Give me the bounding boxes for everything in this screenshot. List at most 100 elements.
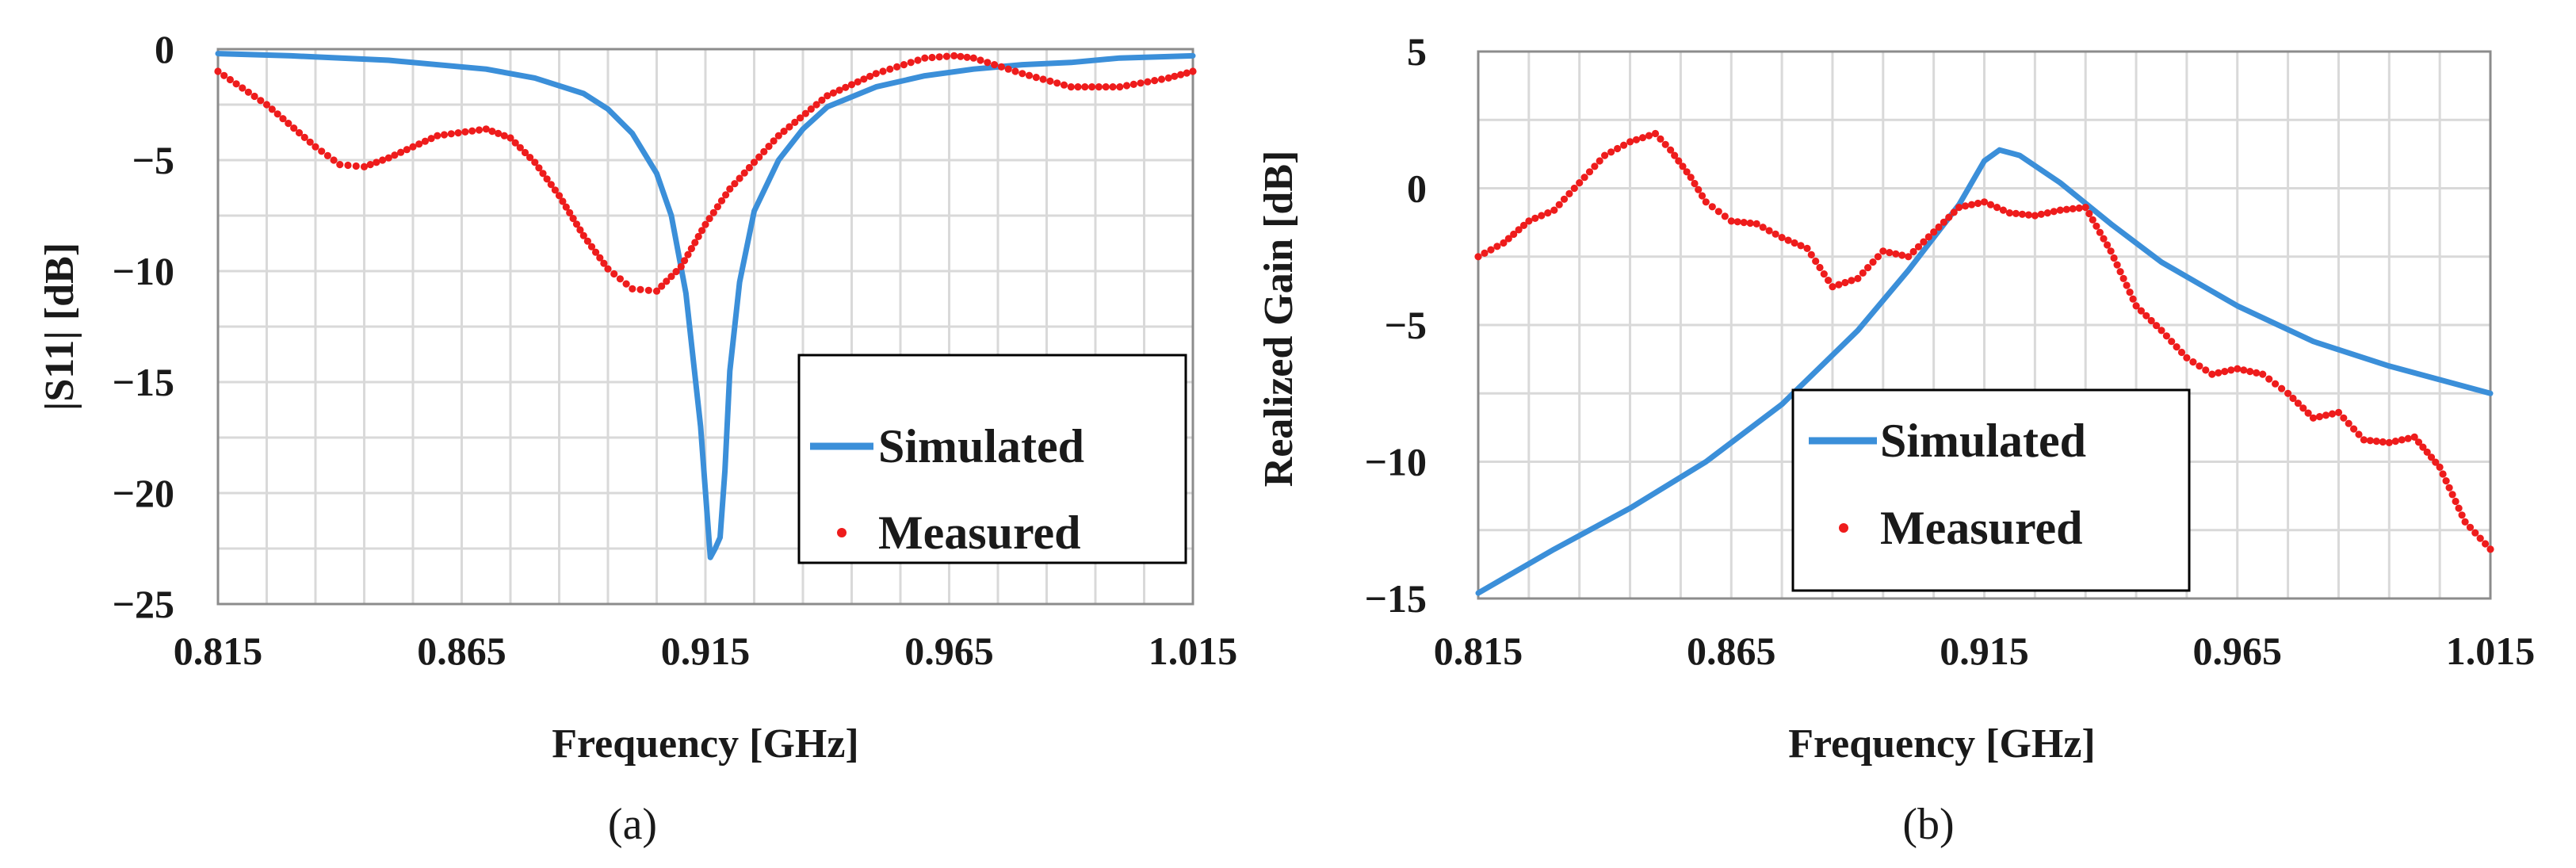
series-point-measured: [535, 164, 543, 172]
series-point-measured: [257, 97, 265, 105]
panel-b-legend-box: [1791, 388, 2191, 592]
series-point-measured: [785, 123, 793, 131]
series-point-measured: [1687, 174, 1695, 182]
series-point-measured: [2452, 497, 2459, 506]
series-point-measured: [531, 159, 539, 166]
series-point-measured: [2056, 206, 2064, 214]
panel-b-legend-simulated-label: Simulated: [1880, 415, 2086, 467]
series-point-measured: [780, 128, 788, 136]
series-point-measured: [1974, 199, 1982, 208]
series-point-measured: [2119, 274, 2127, 282]
y-tick-label: 5: [1407, 29, 1427, 74]
series-point-measured: [1886, 249, 1894, 257]
series-point-measured: [506, 134, 514, 142]
series-point-measured: [2005, 209, 2013, 217]
series-point-measured: [1803, 244, 1811, 252]
panel-b-legend-measured-swatch: [1839, 523, 1848, 533]
panel-a-s11-chart: 0 −5 −10 −15 −20 −25 0.815 0.865 0.915 0.965 1.01…: [37, 27, 1237, 849]
series-point-measured: [1102, 83, 1110, 91]
series-point-measured: [1791, 239, 1798, 247]
y-tick-label: −15: [113, 360, 175, 404]
series-point-measured: [311, 143, 319, 151]
series-point-measured: [1607, 148, 1615, 156]
series-point-measured: [774, 132, 782, 140]
series-point-measured: [566, 208, 574, 216]
series-point-measured: [1784, 236, 1792, 244]
y-tick-label: −10: [1365, 440, 1428, 484]
series-point-measured: [1898, 251, 1906, 259]
series-point-measured: [1675, 157, 1683, 165]
series-point-measured: [2096, 228, 2104, 236]
series-point-measured: [427, 135, 435, 143]
series-point-measured: [1144, 78, 1152, 86]
panel-b-series: [1474, 129, 2494, 596]
series-point-measured: [1067, 83, 1075, 91]
series-point-measured: [1039, 75, 1047, 83]
x-tick-label: 0.965: [904, 629, 994, 673]
series-point-measured: [2089, 216, 2096, 224]
series-point-measured: [2110, 254, 2118, 262]
panel-b-legend: Simulated Measured: [1791, 388, 2191, 592]
series-point-measured: [1874, 253, 1882, 261]
series-point-measured: [672, 268, 680, 276]
series-point-measured: [2419, 443, 2427, 451]
series-point-measured: [1177, 71, 1185, 78]
series-point-measured: [1137, 79, 1145, 87]
series-point-measured: [250, 92, 258, 101]
series-point-measured: [2113, 261, 2121, 269]
series-point-measured: [1614, 144, 1622, 153]
series-point-measured: [616, 275, 625, 283]
series-point-measured: [391, 151, 399, 159]
series-point-measured: [736, 174, 743, 182]
panel-b-legend-measured-label: Measured: [1880, 502, 2083, 554]
series-point-measured: [551, 186, 560, 194]
series-point-measured: [352, 162, 360, 170]
series-point-measured: [2069, 205, 2077, 212]
series-point-measured: [622, 280, 630, 288]
series-point-measured: [1869, 258, 1877, 266]
series-point-measured: [2157, 327, 2165, 335]
series-point-measured: [866, 72, 874, 80]
series-point-measured: [360, 163, 369, 170]
series-point-measured: [1555, 201, 1563, 208]
series-point-measured: [1752, 220, 1760, 228]
series-point-measured: [447, 130, 455, 138]
series-point-measured: [2379, 438, 2387, 446]
series-point-measured: [1967, 201, 1976, 208]
series-point-measured: [807, 105, 815, 113]
series-point-measured: [2360, 436, 2368, 444]
series-point-measured: [2299, 404, 2307, 412]
series-point-measured: [907, 59, 915, 67]
series-point-measured: [415, 140, 423, 148]
series-point-measured: [750, 159, 759, 166]
series-point-measured: [569, 215, 577, 223]
series-point-measured: [1848, 277, 1856, 285]
series-point-measured: [2448, 491, 2456, 499]
x-tick-label: 0.815: [174, 629, 263, 673]
series-point-measured: [1661, 140, 1669, 148]
series-point-measured: [220, 71, 228, 79]
series-point-measured: [1645, 132, 1653, 140]
series-point-measured: [2129, 295, 2137, 303]
series-point-measured: [687, 245, 696, 253]
series-point-measured: [1081, 83, 1089, 91]
series-point-measured: [818, 96, 826, 104]
series-point-measured: [2259, 370, 2267, 378]
series-point-measured: [604, 265, 612, 273]
series-point-measured: [824, 92, 831, 100]
panel-b-y-axis-title: Realized Gain [dB]: [1256, 151, 1301, 488]
panel-a-legend: Simulated Measured: [797, 354, 1187, 564]
series-point-measured: [1565, 189, 1573, 197]
series-point-measured: [1620, 141, 1628, 149]
series-point-measured: [1820, 270, 1828, 278]
series-point-measured: [644, 286, 652, 294]
series-point-measured: [2404, 434, 2412, 442]
series-point-measured: [1691, 179, 1699, 188]
series-point-measured: [1986, 201, 1995, 208]
series-point-measured: [1095, 83, 1103, 91]
series-point-measured: [1510, 230, 1518, 239]
series-point-measured: [663, 277, 671, 285]
series-point-measured: [1920, 238, 1928, 246]
series-point-measured: [516, 143, 524, 151]
